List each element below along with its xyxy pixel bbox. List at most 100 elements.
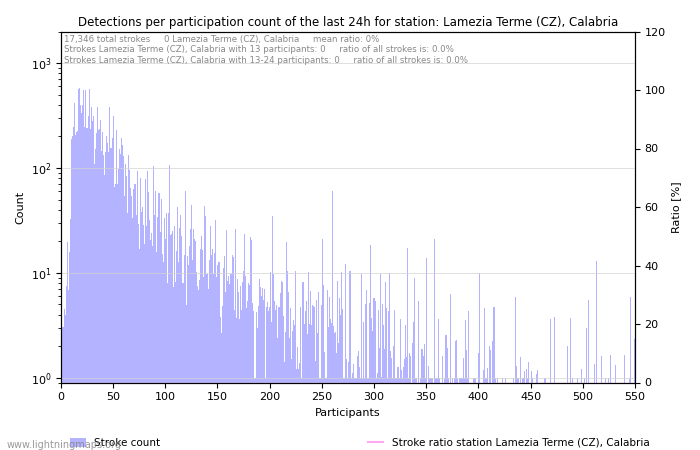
Bar (306, 301, 307, 450)
Bar (608, 378, 609, 450)
Bar (346, 359, 347, 450)
Bar (195, 241, 196, 450)
Bar (368, 378, 370, 450)
Bar (103, 155, 104, 450)
Bar (68, 290, 69, 450)
Y-axis label: Ratio [%]: Ratio [%] (671, 181, 681, 233)
Bar (256, 312, 257, 450)
Bar (522, 378, 523, 450)
Bar (319, 378, 320, 450)
Bar (64, 315, 66, 450)
Bar (239, 319, 240, 450)
Bar (336, 353, 337, 450)
Bar (404, 359, 405, 450)
Bar (572, 378, 573, 450)
Bar (409, 353, 410, 450)
Bar (276, 306, 277, 450)
Bar (364, 378, 365, 450)
Bar (322, 239, 323, 450)
Bar (505, 378, 506, 450)
Bar (193, 230, 194, 450)
Bar (230, 274, 232, 450)
Bar (175, 282, 176, 450)
Bar (113, 187, 115, 450)
Bar (523, 378, 524, 450)
Bar (83, 90, 85, 450)
Legend: Stroke count, Stroke count station Lamezia Terme (CZ), Calabria, Stroke ratio st: Stroke count, Stroke count station Lamez… (66, 433, 654, 450)
Bar (475, 378, 476, 450)
Bar (545, 378, 546, 450)
Bar (324, 352, 326, 450)
Bar (223, 268, 224, 450)
Bar (462, 378, 463, 450)
Bar (236, 319, 237, 450)
Bar (374, 301, 375, 450)
Bar (630, 297, 631, 450)
Bar (287, 271, 288, 450)
Bar (181, 236, 183, 450)
Bar (192, 260, 193, 450)
Bar (379, 274, 381, 450)
Bar (106, 136, 107, 450)
Bar (138, 224, 139, 450)
Bar (424, 344, 425, 450)
Bar (89, 89, 90, 450)
Bar (178, 261, 179, 450)
Bar (334, 333, 335, 450)
Bar (577, 378, 578, 450)
Bar (544, 378, 545, 450)
Bar (370, 245, 372, 450)
Bar (111, 139, 113, 450)
Bar (158, 194, 160, 450)
Bar (207, 289, 209, 450)
Bar (198, 290, 200, 450)
Bar (315, 361, 316, 450)
Bar (550, 320, 551, 450)
Bar (237, 279, 238, 450)
Bar (128, 155, 130, 450)
Bar (119, 149, 120, 450)
Bar (300, 307, 302, 450)
Bar (395, 378, 396, 450)
Bar (345, 264, 346, 450)
Bar (196, 272, 197, 450)
Bar (485, 378, 486, 450)
Bar (384, 349, 385, 450)
Bar (150, 240, 151, 450)
Bar (96, 134, 97, 450)
Bar (155, 191, 156, 450)
Bar (259, 279, 260, 450)
Bar (277, 338, 279, 450)
Bar (142, 207, 143, 450)
Bar (356, 378, 357, 450)
Bar (349, 271, 351, 450)
Bar (216, 277, 217, 450)
Bar (355, 378, 356, 450)
Bar (100, 120, 101, 450)
Bar (295, 271, 296, 450)
Bar (402, 367, 404, 450)
Bar (439, 378, 440, 450)
Bar (228, 276, 230, 450)
Bar (80, 104, 81, 450)
Bar (79, 88, 81, 450)
Bar (226, 230, 228, 450)
Bar (423, 356, 424, 450)
Bar (360, 378, 361, 450)
Bar (188, 265, 189, 450)
Bar (116, 130, 117, 450)
Bar (610, 355, 611, 450)
Bar (323, 285, 324, 450)
Bar (123, 156, 124, 450)
Bar (353, 364, 354, 450)
Bar (290, 308, 291, 450)
Bar (209, 225, 211, 450)
Bar (344, 378, 345, 450)
Bar (413, 322, 414, 450)
Bar (581, 369, 582, 450)
Bar (186, 305, 187, 450)
Bar (102, 132, 103, 450)
Bar (109, 107, 111, 450)
Bar (189, 247, 190, 450)
Bar (94, 164, 95, 450)
